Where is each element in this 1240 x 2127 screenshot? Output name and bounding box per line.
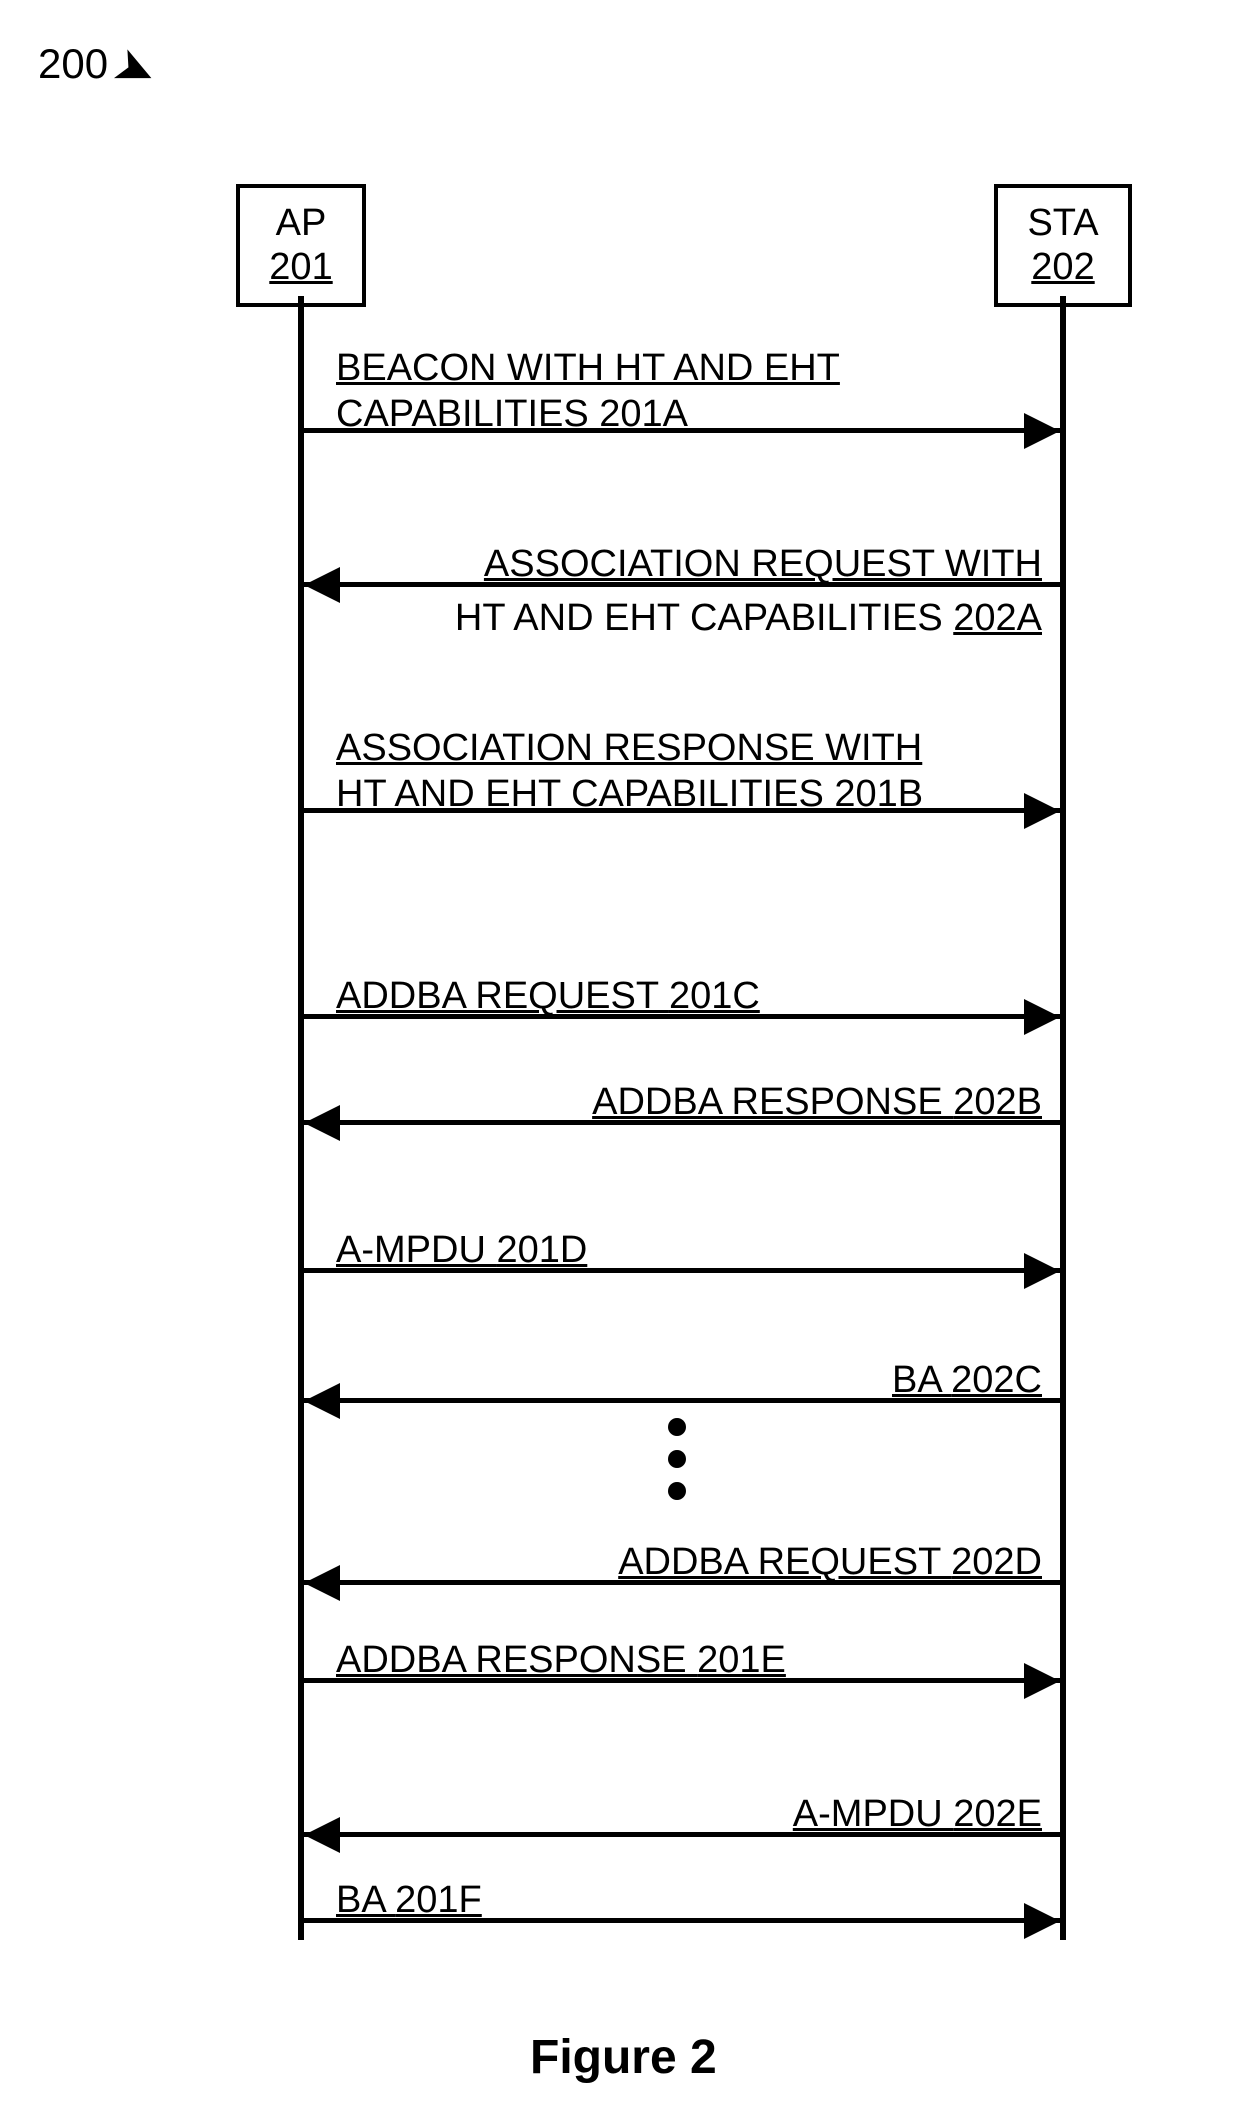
msg-text: ADDBA RESPONSE (336, 1639, 697, 1681)
msg-text: ADDBA REQUEST (618, 1541, 951, 1583)
arrowhead-right-ampdu-1 (1024, 1253, 1060, 1289)
actor-ap-ref: 201 (269, 246, 332, 288)
lifeline-sta (1060, 296, 1066, 1940)
msg-label-addba-resp-2: ADDBA RESPONSE 201E (336, 1638, 786, 1684)
msg-text: ADDBA RESPONSE (592, 1081, 953, 1123)
actor-ap-name: AP (276, 202, 327, 244)
msg-label-ba-2: BA 201F (336, 1878, 482, 1924)
msg-ref: 202A (953, 597, 1042, 639)
diagram-canvas: 200➤ AP 201 STA 202 BEACON WITH HT AND E… (0, 0, 1240, 2127)
msg-label-ba-1: BA 202C (892, 1358, 1042, 1404)
msg-ref: 202C (951, 1359, 1042, 1401)
msg-text: A-MPDU (793, 1793, 953, 1835)
msg-label-assoc-req: ASSOCIATION REQUEST WITH (484, 542, 1042, 588)
msg-label2-beacon: CAPABILITIES 201A (336, 392, 688, 438)
figure-number-text: 200 (38, 40, 108, 87)
msg-label-assoc-resp: ASSOCIATION RESPONSE WITH (336, 726, 922, 772)
arrowhead-right-addba-req-1 (1024, 999, 1060, 1035)
msg-text-line2: CAPABILITIES (336, 393, 599, 435)
arrowhead-right-ba-2 (1024, 1903, 1060, 1939)
arrowhead-left-ba-1 (304, 1383, 340, 1419)
msg-ref: 202B (953, 1081, 1042, 1123)
msg-ref: 201A (599, 393, 688, 435)
msg-text-line1: ASSOCIATION REQUEST WITH (484, 542, 1042, 588)
msg-text: BA (892, 1359, 951, 1401)
arrowhead-left-addba-resp-1 (304, 1105, 340, 1141)
actor-box-sta: STA 202 (994, 184, 1132, 307)
msg-ref: 202E (953, 1793, 1042, 1835)
msg-label-ampdu-1: A-MPDU 201D (336, 1228, 587, 1274)
arrowhead-left-addba-req-2 (304, 1565, 340, 1601)
msg-ref: 201B (834, 773, 923, 815)
msg-text-line2: HT AND EHT CAPABILITIES (336, 773, 834, 815)
msg-label-addba-req-2: ADDBA REQUEST 202D (618, 1540, 1042, 1586)
msg-label-addba-req-1: ADDBA REQUEST 201C (336, 974, 760, 1020)
msg-ref: 201C (669, 975, 760, 1017)
arrowhead-left-assoc-req (304, 567, 340, 603)
arrowhead-right-addba-resp-2 (1024, 1663, 1060, 1699)
msg-text-line1: ASSOCIATION RESPONSE WITH (336, 726, 922, 772)
msg-ref: 201E (697, 1639, 786, 1681)
msg-label2-assoc-resp: HT AND EHT CAPABILITIES 201B (336, 772, 923, 818)
msg-label-addba-resp-1: ADDBA RESPONSE 202B (592, 1080, 1042, 1126)
arrowhead-right-beacon (1024, 413, 1060, 449)
actor-box-ap: AP 201 (236, 184, 366, 307)
figure-number-arrow-icon: ➤ (111, 49, 160, 89)
ellipsis-dot (668, 1418, 686, 1436)
ellipsis-dot (668, 1450, 686, 1468)
ellipsis-dot (668, 1482, 686, 1500)
msg-ref: 202D (951, 1541, 1042, 1583)
actor-sta-name: STA (1027, 202, 1098, 244)
msg-ref: 201D (496, 1229, 587, 1271)
figure-number: 200➤ (38, 40, 156, 88)
msg-text-line2: HT AND EHT CAPABILITIES (455, 597, 953, 639)
figure-caption: Figure 2 (530, 2030, 717, 2085)
arrowhead-right-assoc-resp (1024, 793, 1060, 829)
msg-text: ADDBA REQUEST (336, 975, 669, 1017)
msg-label-ampdu-2: A-MPDU 202E (793, 1792, 1042, 1838)
actor-sta-ref: 202 (1031, 246, 1094, 288)
msg-text: A-MPDU (336, 1229, 496, 1271)
msg-ref: 201F (395, 1879, 482, 1921)
msg-text: BA (336, 1879, 395, 1921)
arrowhead-left-ampdu-2 (304, 1817, 340, 1853)
figure-caption-text: Figure 2 (530, 2031, 717, 2084)
msg-label2-assoc-req: HT AND EHT CAPABILITIES 202A (455, 596, 1042, 642)
msg-label-beacon: BEACON WITH HT AND EHT (336, 346, 840, 392)
msg-text-line1: BEACON WITH HT AND EHT (336, 346, 840, 392)
